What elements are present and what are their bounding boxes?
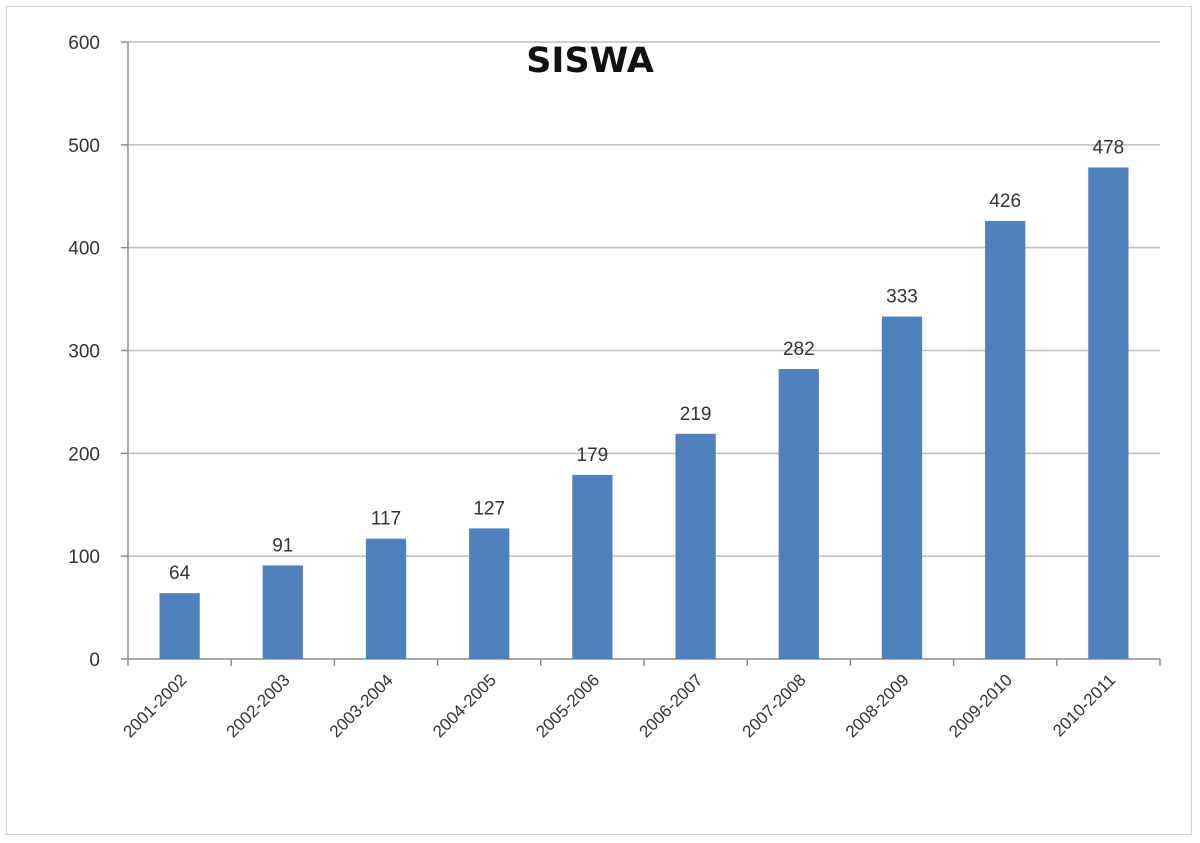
y-tick-label: 100 [68, 547, 100, 568]
chart-frame [6, 6, 1192, 835]
data-label: 333 [886, 287, 918, 308]
data-label: 478 [1093, 137, 1125, 158]
y-axis-ticks: 0 100 200 300 400 500 600 [68, 33, 128, 671]
bars [159, 167, 1129, 659]
data-label: 426 [989, 191, 1021, 212]
x-tick-label: 2001-2002 [119, 670, 190, 741]
data-label: 127 [473, 498, 505, 519]
data-labels: 64 91 117 127 179 219 282 333 426 478 [169, 137, 1124, 584]
bar [778, 369, 819, 659]
data-label: 219 [680, 404, 712, 425]
bar [1088, 167, 1129, 659]
bar [159, 593, 200, 659]
data-label: 91 [272, 535, 293, 556]
bar [881, 316, 923, 659]
x-tick-label: 2005-2006 [532, 670, 603, 741]
y-tick-label: 200 [68, 444, 100, 465]
x-tick-label: 2010-2011 [1049, 670, 1119, 740]
data-label: 64 [169, 563, 191, 584]
x-tick-label: 2004-2005 [429, 670, 500, 741]
x-axis-ticks: 2001-2002 2002-2003 2003-2004 2004-2005 2005… [119, 659, 1161, 741]
y-tick-label: 500 [68, 136, 100, 157]
data-label: 282 [783, 339, 815, 360]
bar [675, 433, 716, 659]
x-tick-label: 2007-2008 [739, 670, 810, 741]
bar [262, 565, 303, 659]
x-tick-label: 2003-2004 [326, 670, 397, 741]
y-tick-label: 300 [68, 342, 100, 363]
y-tick-label: 400 [68, 239, 100, 260]
x-tick-label: 2008-2009 [842, 670, 913, 741]
bar [469, 528, 510, 659]
bar [572, 474, 613, 659]
x-tick-label: 2009-2010 [945, 670, 1016, 741]
bar [985, 220, 1026, 659]
data-label: 179 [577, 445, 609, 466]
x-tick-label: 2006-2007 [635, 670, 706, 741]
y-tick-label: 0 [89, 650, 100, 671]
data-label: 117 [371, 509, 401, 530]
chart-title: SISWA [526, 41, 654, 81]
x-tick-label: 2002-2003 [223, 670, 294, 741]
bar [365, 538, 407, 659]
y-tick-label: 600 [68, 33, 100, 54]
